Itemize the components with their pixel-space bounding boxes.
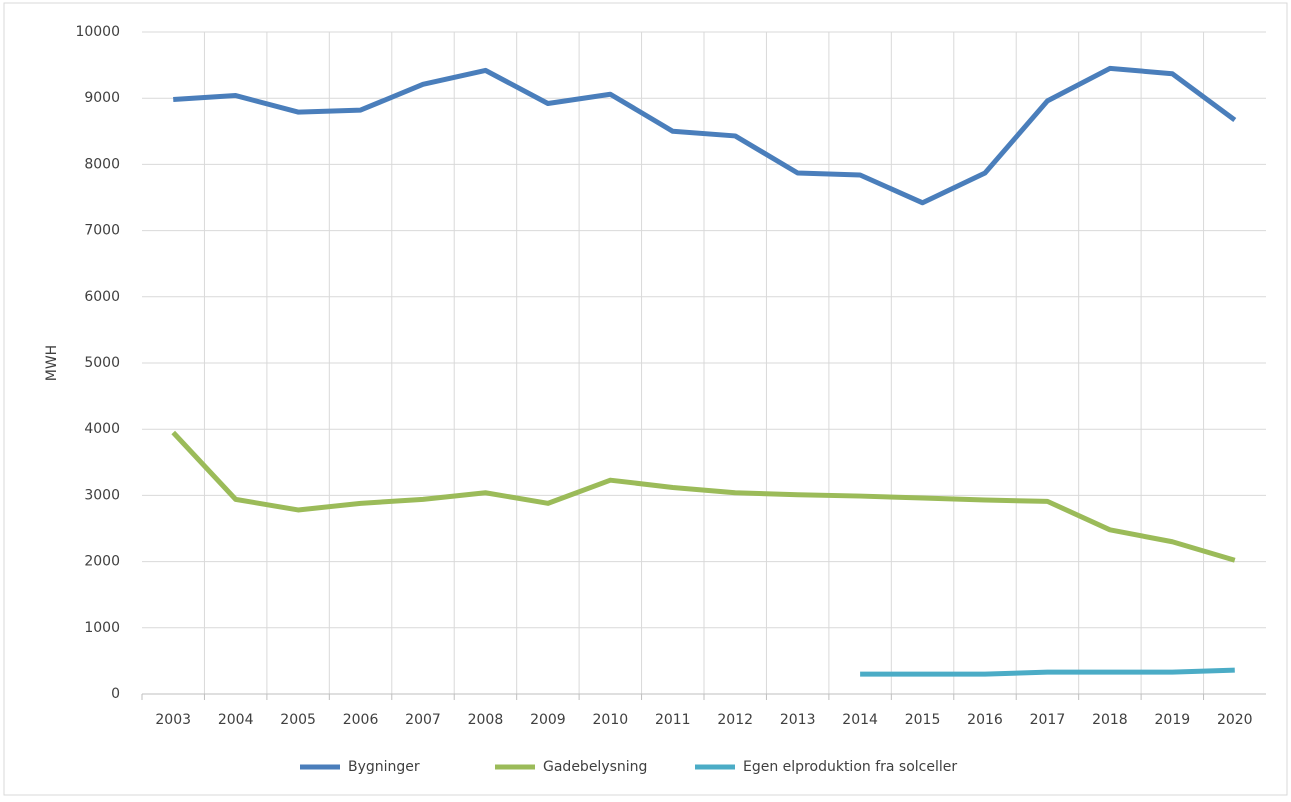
x-tick-label: 2007 [405, 712, 441, 728]
x-tick-label: 2006 [343, 712, 379, 728]
y-axis-label: MWH [44, 345, 60, 381]
y-tick-label: 2000 [84, 554, 120, 570]
x-tick-label: 2014 [842, 712, 878, 728]
x-tick-label: 2005 [280, 712, 316, 728]
x-tick-label: 2004 [218, 712, 254, 728]
x-tick-label: 2011 [655, 712, 691, 728]
x-tick-label: 2012 [717, 712, 753, 728]
x-tick-label: 2016 [967, 712, 1003, 728]
x-tick-label: 2009 [530, 712, 566, 728]
legend-label: Gadebelysning [543, 759, 647, 775]
x-tick-label: 2003 [155, 712, 191, 728]
x-tick-label: 2015 [905, 712, 941, 728]
y-tick-label: 5000 [84, 355, 120, 371]
y-tick-label: 3000 [84, 487, 120, 503]
y-tick-label: 1000 [84, 620, 120, 636]
x-tick-label: 2008 [468, 712, 504, 728]
chart-frame [3, 2, 1288, 796]
y-tick-label: 9000 [84, 90, 120, 106]
x-tick-label: 2020 [1217, 712, 1253, 728]
y-tick-label: 6000 [84, 289, 120, 305]
series-line [860, 667, 1235, 677]
y-tick-label: 8000 [84, 156, 120, 172]
x-tick-label: 2013 [780, 712, 816, 728]
y-tick-label: 4000 [84, 421, 120, 437]
y-tick-label: 10000 [75, 24, 120, 40]
x-tick-label: 2019 [1155, 712, 1191, 728]
series-line [173, 65, 1237, 206]
series-line [171, 430, 1236, 563]
legend-label: Egen elproduktion fra solceller [743, 759, 957, 775]
y-tick-label: 0 [111, 686, 120, 702]
x-tick-label: 2017 [1030, 712, 1066, 728]
legend-label: Bygninger [348, 759, 420, 775]
x-tick-label: 2010 [593, 712, 629, 728]
x-tick-label: 2018 [1092, 712, 1128, 728]
y-tick-label: 7000 [84, 223, 120, 239]
